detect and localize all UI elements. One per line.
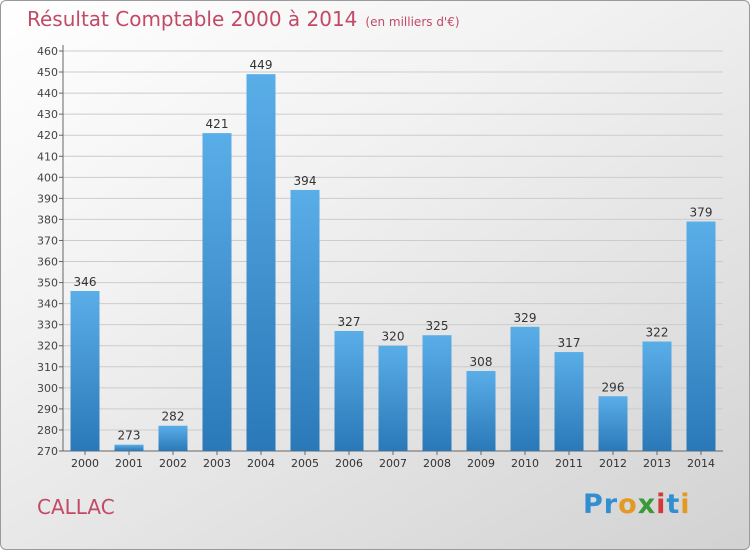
x-tick-label: 2001	[115, 457, 143, 470]
bar	[334, 331, 364, 451]
bar-value-label: 325	[426, 319, 449, 333]
y-tick-label: 290	[37, 403, 58, 416]
bar	[246, 74, 276, 451]
labels: 270 280 290 300 310 320 330 340 350 360 370 380 390 4…	[37, 45, 715, 470]
bar-value-label: 421	[206, 117, 229, 131]
y-tick-label: 440	[37, 87, 58, 100]
y-tick-label: 380	[37, 213, 58, 226]
y-tick-label: 320	[37, 340, 58, 353]
bar-value-label: 320	[382, 330, 405, 344]
bar	[158, 425, 188, 451]
x-tick-label: 2011	[555, 457, 583, 470]
bar	[598, 396, 628, 451]
bar	[554, 352, 584, 451]
bar	[466, 371, 496, 451]
bar	[422, 335, 452, 451]
bar	[686, 221, 716, 451]
bar-value-label: 282	[162, 410, 185, 424]
y-tick-label: 410	[37, 150, 58, 163]
bar-value-label: 296	[602, 380, 625, 394]
bar-value-label: 329	[514, 311, 537, 325]
bar-value-label: 346	[74, 275, 97, 289]
y-tick-label: 340	[37, 298, 58, 311]
x-tick-label: 2013	[643, 457, 671, 470]
y-tick-label: 430	[37, 108, 58, 121]
bar	[378, 345, 408, 451]
y-tick-label: 310	[37, 361, 58, 374]
y-tick-label: 300	[37, 382, 58, 395]
logo-letter: t	[666, 489, 681, 520]
x-tick-label: 2005	[291, 457, 319, 470]
y-tick-label: 390	[37, 192, 58, 205]
y-tick-label: 360	[37, 256, 58, 269]
bar	[70, 291, 100, 451]
bar-value-label: 327	[338, 315, 361, 329]
x-tick-label: 2010	[511, 457, 539, 470]
logo-letter: o	[618, 489, 638, 520]
y-tick-label: 280	[37, 424, 58, 437]
x-tick-label: 2009	[467, 457, 495, 470]
y-tick-label: 460	[37, 45, 58, 58]
bar-value-label: 273	[118, 429, 141, 443]
bar	[642, 341, 672, 451]
x-tick-label: 2002	[159, 457, 187, 470]
place-name: CALLAC	[37, 495, 115, 519]
bar-value-label: 394	[294, 174, 317, 188]
proxiti-logo[interactable]: Proxiti	[583, 489, 691, 520]
x-tick-label: 2014	[687, 457, 715, 470]
logo-letter: P	[583, 489, 604, 520]
y-tick-label: 400	[37, 171, 58, 184]
y-tick-label: 350	[37, 277, 58, 290]
x-tick-label: 2003	[203, 457, 231, 470]
x-tick-label: 2008	[423, 457, 451, 470]
y-tick-label: 330	[37, 319, 58, 332]
y-tick-label: 270	[37, 445, 58, 458]
title-text: Résultat Comptable 2000 à 2014	[27, 7, 358, 31]
bars	[70, 74, 716, 451]
bar	[510, 326, 540, 451]
logo-letter: i	[680, 489, 691, 520]
x-tick-label: 2004	[247, 457, 275, 470]
x-tick-label: 2000	[71, 457, 99, 470]
y-tick-label: 420	[37, 129, 58, 142]
bar-value-label: 308	[470, 355, 493, 369]
chart-subtitle: (en milliers d'€)	[365, 15, 460, 29]
bar	[114, 444, 144, 451]
x-tick-label: 2006	[335, 457, 363, 470]
y-tick-label: 450	[37, 66, 58, 79]
x-tick-label: 2007	[379, 457, 407, 470]
bar	[290, 189, 320, 451]
bar-value-label: 322	[646, 326, 669, 340]
bar-value-label: 379	[690, 206, 713, 220]
bar-value-label: 317	[558, 336, 581, 350]
bar	[202, 133, 232, 451]
y-tick-label: 370	[37, 234, 58, 247]
bar-value-label: 449	[250, 58, 273, 72]
x-tick-label: 2012	[599, 457, 627, 470]
chart-title: Résultat Comptable 2000 à 2014 (en millie…	[27, 7, 460, 31]
logo-letter: r	[603, 489, 619, 520]
logo-letter: x	[637, 489, 657, 520]
logo-letter: i	[656, 489, 667, 520]
